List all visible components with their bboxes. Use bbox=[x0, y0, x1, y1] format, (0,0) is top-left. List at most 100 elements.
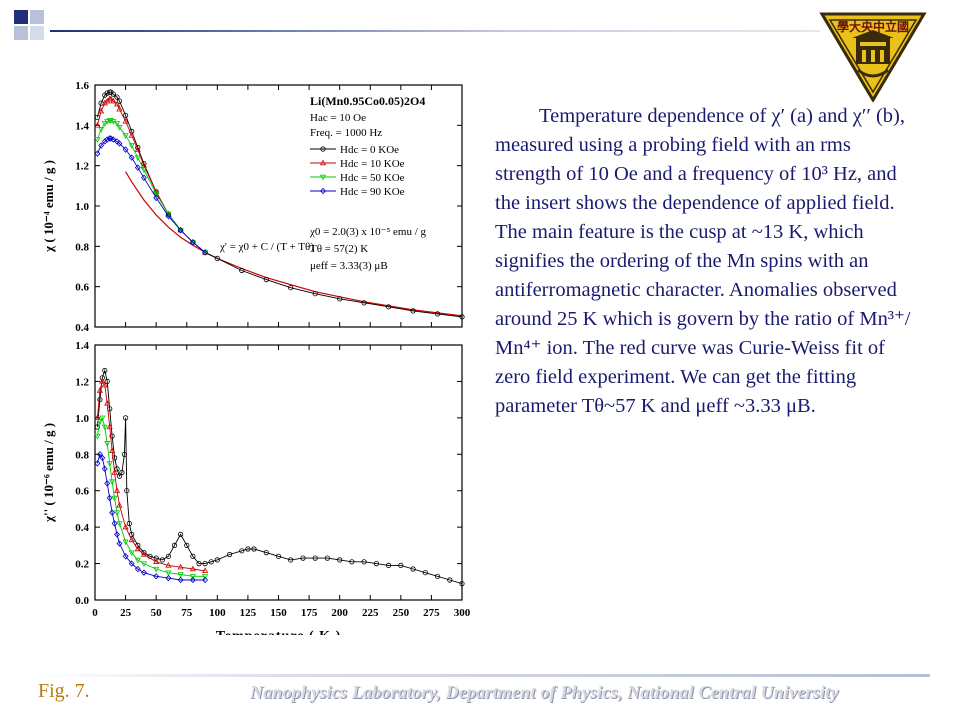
y-tick-label: 0.6 bbox=[75, 486, 89, 498]
data-point-series-1 bbox=[122, 117, 129, 124]
data-point-series-0 bbox=[208, 559, 214, 565]
data-point-series-0 bbox=[153, 555, 159, 561]
data-point-series-1 bbox=[134, 146, 141, 152]
data-point-series-3 bbox=[128, 154, 135, 161]
data-point-series-0 bbox=[239, 267, 245, 274]
data-point-series-0 bbox=[116, 473, 123, 479]
data-point-series-0 bbox=[110, 91, 116, 97]
data-point-series-2 bbox=[99, 415, 106, 422]
logo-text: 學大央中立國 bbox=[837, 19, 909, 34]
data-point-series-2 bbox=[134, 155, 141, 162]
data-point-series-1 bbox=[116, 501, 123, 508]
data-point-series-1 bbox=[98, 107, 105, 114]
data-point-series-3 bbox=[101, 465, 108, 473]
data-point-series-0 bbox=[102, 367, 108, 374]
data-point-series-0 bbox=[300, 555, 306, 561]
series-line-3 bbox=[96, 137, 206, 253]
data-point-series-2 bbox=[128, 550, 135, 557]
x-tick-label: 25 bbox=[120, 607, 132, 619]
figure-label: Fig. 7. bbox=[38, 680, 90, 702]
data-point-series-1 bbox=[94, 121, 101, 128]
data-point-series-3 bbox=[134, 164, 141, 171]
data-point-series-1 bbox=[189, 565, 196, 572]
data-point-series-1 bbox=[104, 399, 111, 406]
data-point-series-3 bbox=[106, 135, 113, 142]
university-seal-icon: 學大央中立國 bbox=[819, 12, 927, 102]
figure-description: Temperature dependence of χ′ (a) and χ′′… bbox=[495, 102, 915, 421]
legend-entry: Hdc = 90 KOe bbox=[340, 186, 405, 198]
data-point-series-0 bbox=[104, 90, 110, 96]
data-point-series-3 bbox=[189, 239, 196, 246]
data-point-series-3 bbox=[165, 212, 172, 220]
y-tick-label: 0.6 bbox=[75, 282, 89, 294]
header-line bbox=[50, 30, 820, 32]
data-point-series-0 bbox=[312, 291, 318, 297]
data-point-series-3 bbox=[116, 140, 123, 147]
y-tick-label: 1.0 bbox=[75, 201, 89, 213]
data-point-series-1 bbox=[113, 487, 121, 493]
data-point-series-3 bbox=[165, 574, 172, 582]
laboratory-name: Nanophysics Laboratory, Department of Ph… bbox=[250, 682, 839, 702]
data-point-series-0 bbox=[99, 375, 105, 381]
data-point-series-0 bbox=[116, 98, 123, 104]
legend-entry: Hdc = 50 KOe bbox=[340, 172, 405, 184]
y-axis-label: χ ( 10⁻⁴ emu / g ) bbox=[41, 160, 56, 253]
data-point-series-2 bbox=[113, 510, 121, 517]
fit-parameter: χ0 = 2.0(3) x 10⁻⁵ emu / g bbox=[309, 226, 427, 238]
data-point-series-3 bbox=[128, 560, 135, 567]
data-point-series-0 bbox=[312, 555, 318, 561]
data-point-series-1 bbox=[113, 100, 121, 107]
footer-line bbox=[30, 674, 930, 677]
data-point-series-1 bbox=[106, 423, 113, 430]
legend-info: Freq. = 1000 Hz bbox=[310, 127, 382, 139]
x-tick-label: 250 bbox=[393, 607, 410, 619]
data-point-series-1 bbox=[122, 523, 129, 530]
data-point-series-0 bbox=[434, 573, 441, 579]
data-point-series-2 bbox=[189, 574, 196, 580]
legend-marker-2 bbox=[319, 174, 327, 181]
data-point-series-0 bbox=[263, 549, 269, 556]
x-tick-label: 275 bbox=[423, 607, 440, 619]
x-tick-label: 225 bbox=[362, 607, 379, 619]
data-point-series-2 bbox=[111, 495, 118, 502]
data-point-series-0 bbox=[275, 553, 282, 559]
data-point-series-3 bbox=[110, 136, 117, 143]
y-tick-label: 0.0 bbox=[75, 595, 89, 607]
y-axis-label: χ'' ( 10⁻⁶ emu / g ) bbox=[41, 423, 56, 523]
data-point-series-3 bbox=[122, 553, 129, 560]
data-point-series-2 bbox=[122, 133, 129, 139]
fit-parameter: μeff = 3.33(3) μB bbox=[310, 260, 388, 272]
description-text: Temperature dependence of χ′ (a) and χ′′… bbox=[495, 105, 911, 417]
data-point-series-3 bbox=[134, 565, 141, 573]
data-point-series-3 bbox=[99, 454, 106, 462]
data-point-series-1 bbox=[99, 377, 106, 384]
x-tick-label: 125 bbox=[240, 607, 257, 619]
data-point-series-0 bbox=[119, 469, 125, 476]
data-point-series-2 bbox=[153, 191, 160, 198]
data-point-series-0 bbox=[165, 553, 171, 559]
data-point-series-2 bbox=[202, 250, 209, 256]
legend-marker-1 bbox=[319, 159, 327, 166]
data-point-series-3 bbox=[153, 573, 160, 580]
data-point-series-2 bbox=[94, 433, 101, 440]
corner-square-light bbox=[30, 10, 44, 24]
data-point-series-1 bbox=[128, 131, 135, 138]
x-tick-label: 175 bbox=[301, 607, 318, 619]
data-point-series-2 bbox=[101, 424, 108, 431]
data-point-series-3 bbox=[114, 531, 120, 538]
data-point-series-0 bbox=[214, 557, 220, 563]
data-point-series-0 bbox=[123, 112, 129, 118]
legend-marker-0 bbox=[320, 146, 326, 152]
data-point-series-1 bbox=[153, 558, 160, 564]
data-point-series-1 bbox=[111, 469, 118, 475]
y-tick-label: 1.6 bbox=[75, 80, 89, 92]
data-point-series-1 bbox=[202, 567, 209, 574]
legend-entry: Hdc = 0 KOe bbox=[340, 144, 399, 156]
y-tick-label: 1.0 bbox=[75, 413, 89, 425]
x-axis-label: Temperature ( K ) bbox=[216, 629, 341, 635]
data-point-series-0 bbox=[398, 562, 404, 568]
data-point-series-0 bbox=[373, 560, 379, 567]
y-tick-label: 1.2 bbox=[75, 376, 89, 388]
data-point-series-0 bbox=[178, 531, 184, 537]
data-point-series-0 bbox=[123, 415, 129, 421]
